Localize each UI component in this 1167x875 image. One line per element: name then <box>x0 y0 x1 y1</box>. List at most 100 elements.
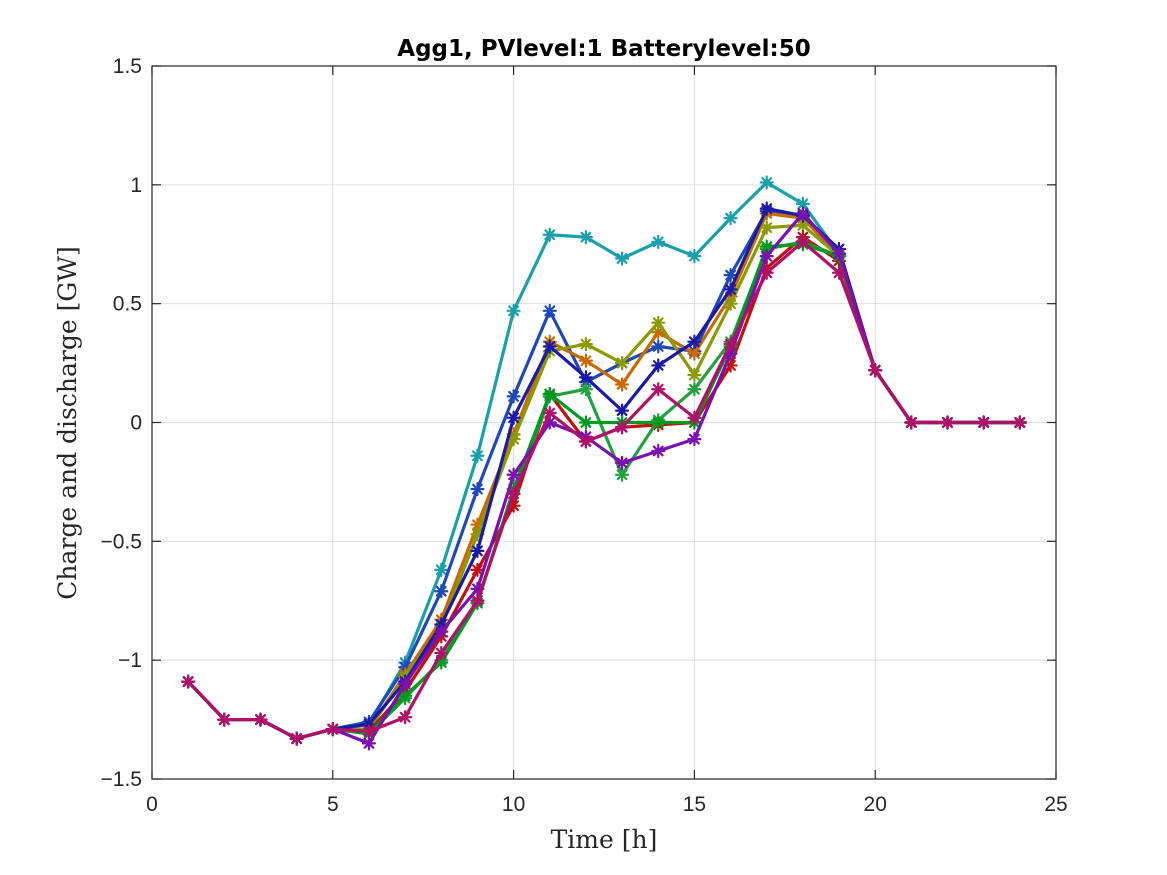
data-point <box>904 415 919 430</box>
data-point <box>578 415 594 430</box>
data-point <box>723 211 738 226</box>
x-tick-labels: 0 5 10 15 20 25 <box>146 793 1068 816</box>
y-tick-label: 1 <box>130 174 142 197</box>
data-point <box>542 227 557 242</box>
data-point <box>614 403 630 418</box>
data-point <box>181 674 196 689</box>
data-point <box>434 617 449 632</box>
data-point <box>470 481 485 497</box>
data-point <box>723 346 738 361</box>
data-point <box>578 353 594 368</box>
data-point <box>723 289 738 304</box>
data-point <box>759 249 774 264</box>
y-axis-label: Charge and discharge [GW] <box>53 246 82 600</box>
data-point <box>217 712 232 727</box>
data-point <box>578 434 594 449</box>
data-point <box>831 246 847 261</box>
data-point <box>325 721 340 737</box>
data-point <box>651 415 666 430</box>
y-tick-labels: −1.5 −1 −0.5 0 0.5 1 1.5 <box>101 55 142 791</box>
data-point <box>759 265 774 280</box>
data-point <box>614 251 630 266</box>
data-point <box>868 363 883 378</box>
data-point <box>687 334 702 349</box>
data-point <box>759 220 774 235</box>
data-point <box>614 355 630 371</box>
data-point <box>470 448 485 463</box>
data-point <box>723 296 738 311</box>
data-point <box>542 386 557 402</box>
data-point <box>651 443 666 459</box>
y-tick-label: −0.5 <box>101 530 142 553</box>
data-point <box>687 432 702 447</box>
data-point <box>578 336 594 352</box>
data-point <box>614 377 630 392</box>
data-point <box>506 467 521 482</box>
data-point <box>723 282 738 297</box>
data-point <box>434 584 449 599</box>
data-point <box>723 268 738 283</box>
data-point <box>578 382 594 397</box>
data-point <box>940 415 955 430</box>
y-tick-label: 1.5 <box>113 55 142 78</box>
data-point <box>506 498 521 513</box>
y-tick-label: 0.5 <box>113 293 142 316</box>
data-point <box>398 676 413 692</box>
data-point <box>434 624 449 639</box>
data-point <box>614 420 630 435</box>
data-point <box>542 405 557 421</box>
data-point <box>759 175 774 190</box>
data-point <box>542 339 557 354</box>
x-tick-label: 20 <box>864 793 887 816</box>
data-point <box>651 315 666 330</box>
data-point <box>651 339 666 354</box>
data-point <box>687 410 702 425</box>
data-point <box>651 234 666 249</box>
series-line <box>186 240 1022 741</box>
x-tick-label: 15 <box>683 793 706 816</box>
data-point <box>470 581 485 596</box>
y-tick-label: −1.5 <box>101 768 142 791</box>
data-point <box>651 358 666 373</box>
tick-marks <box>151 65 1057 780</box>
data-point <box>578 370 594 385</box>
data-point <box>831 265 847 280</box>
data-point <box>361 717 377 732</box>
data-point <box>687 346 702 361</box>
series-group <box>181 175 1027 751</box>
data-point <box>506 303 521 318</box>
data-point <box>651 325 666 340</box>
data-point <box>759 239 774 254</box>
data-point <box>759 201 774 216</box>
data-point <box>398 660 413 675</box>
data-point <box>795 234 810 249</box>
x-tick-label: 10 <box>502 793 525 816</box>
data-point <box>614 455 630 471</box>
x-axis-label: Time [h] <box>551 825 658 854</box>
data-point <box>470 517 485 532</box>
series-10 <box>181 234 1027 746</box>
x-tick-label: 0 <box>146 793 158 816</box>
data-point <box>542 303 557 318</box>
data-point <box>506 389 521 404</box>
chart-title: Agg1, PVlevel:1 Batterylevel:50 <box>397 36 810 62</box>
data-point <box>506 432 521 447</box>
data-point <box>361 736 377 751</box>
data-point <box>289 731 304 746</box>
data-point <box>687 367 702 383</box>
data-point <box>723 358 738 373</box>
data-point <box>795 196 810 211</box>
data-point <box>795 206 810 221</box>
x-tick-label: 25 <box>1044 793 1067 816</box>
data-point <box>723 336 738 352</box>
data-point <box>795 218 810 233</box>
data-point <box>398 710 413 725</box>
data-point <box>398 688 413 703</box>
data-point <box>361 724 377 739</box>
data-point <box>434 655 449 670</box>
y-tick-label: −1 <box>118 649 142 672</box>
data-point <box>976 415 991 430</box>
data-point <box>578 230 594 245</box>
data-point <box>506 410 521 425</box>
